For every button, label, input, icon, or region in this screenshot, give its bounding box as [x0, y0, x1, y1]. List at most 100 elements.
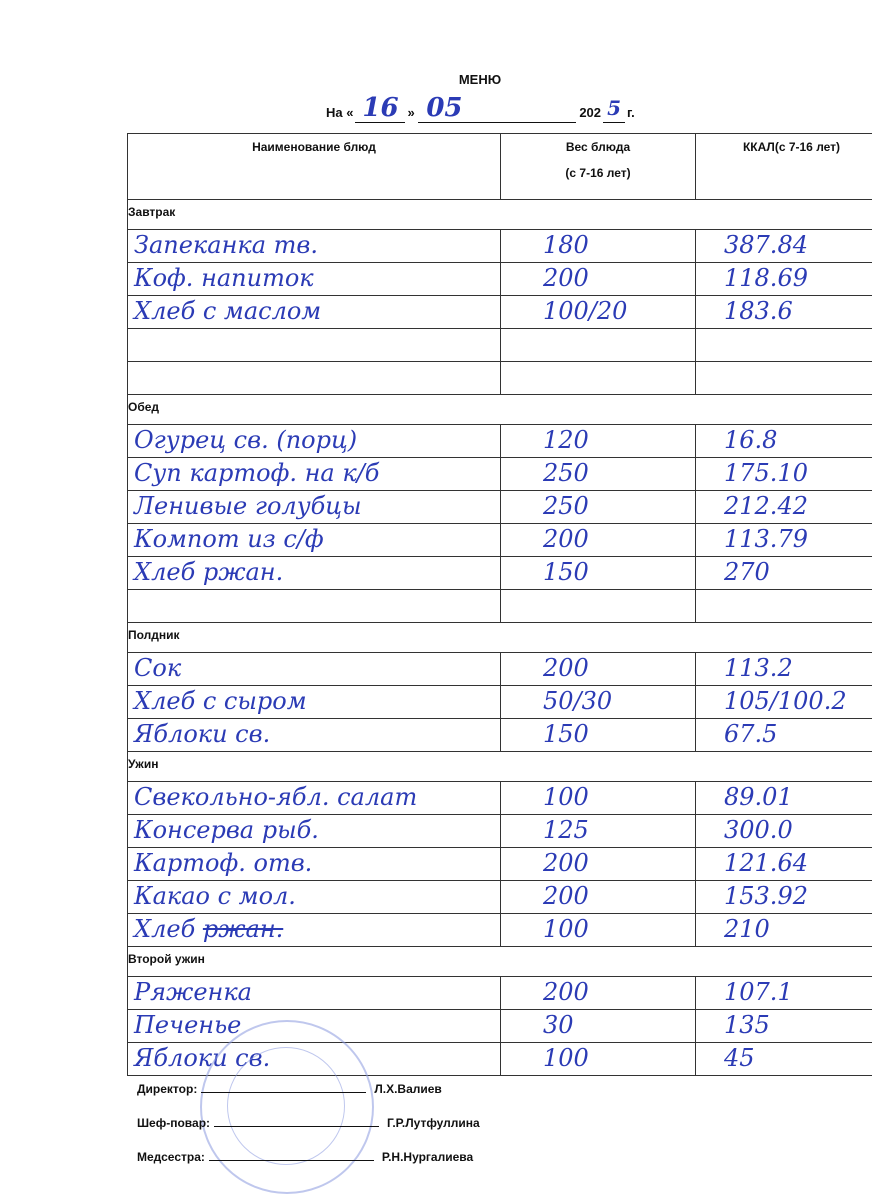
weight-header-line2: (с 7-16 лет)	[565, 166, 631, 180]
signature-blank	[214, 1126, 380, 1127]
dish-name-text: Свекольно-ябл. салат	[134, 783, 418, 811]
dish-weight: 100	[501, 782, 696, 814]
dish-name: Хлеб с маслом	[128, 296, 501, 328]
table-row: Хлеб с маслом 100/20 183.6	[128, 296, 872, 329]
dish-name: Сок	[128, 653, 501, 685]
signature-line: Шеф-повар: Г.Р.Лутфуллина	[137, 1116, 480, 1130]
table-row: Консерва рыб. 125 300.0	[128, 815, 872, 848]
dish-kcal: 212.42	[696, 491, 872, 523]
dish-weight: 100	[501, 914, 696, 946]
section-header: Завтрак	[128, 200, 872, 230]
dish-name-text: Коф. напиток	[134, 264, 314, 292]
dish-name-text: Компот из с/ф	[134, 525, 324, 553]
table-row: Коф. напиток 200 118.69	[128, 263, 872, 296]
dish-kcal: 183.6	[696, 296, 872, 328]
table-row: Печенье 30 135	[128, 1010, 872, 1043]
date-year: 202	[579, 105, 602, 120]
dish-name: Печенье	[128, 1010, 501, 1042]
dish-kcal: 113.79	[696, 524, 872, 556]
dish-weight: 200	[501, 653, 696, 685]
dish-weight	[501, 362, 696, 394]
dish-weight: 100/20	[501, 296, 696, 328]
signature-name: Л.Х.Валиев	[374, 1082, 442, 1096]
dish-weight: 50/30	[501, 686, 696, 718]
dish-kcal: 135	[696, 1010, 872, 1042]
dish-name-text: Печенье	[134, 1011, 242, 1039]
dish-name: Свекольно-ябл. салат	[128, 782, 501, 814]
table-row	[128, 590, 872, 623]
dish-weight: 100	[501, 1043, 696, 1075]
table-row: Хлеб с сыром 50/30 105/100.2	[128, 686, 872, 719]
dish-name: Ряженка	[128, 977, 501, 1009]
signature-blank	[201, 1092, 367, 1093]
signature-role: Шеф-повар:	[137, 1116, 211, 1130]
date-mid: »	[407, 105, 415, 120]
table-row: Огурец св. (порц) 120 16.8	[128, 425, 872, 458]
dish-weight: 150	[501, 557, 696, 589]
official-stamp	[200, 1020, 374, 1194]
dish-kcal: 300.0	[696, 815, 872, 847]
dish-name: Хлеб ржан.	[128, 557, 501, 589]
date-month: 05	[418, 94, 577, 123]
date-line: На «16» 05 202 5 г.	[326, 94, 635, 123]
dish-kcal	[696, 362, 872, 394]
page-title: МЕНЮ	[458, 72, 502, 87]
dish-name-text: Какао с мол.	[134, 882, 296, 910]
table-row: Свекольно-ябл. салат 100 89.01	[128, 782, 872, 815]
column-header-name: Наименование блюд	[128, 134, 501, 199]
dish-weight: 125	[501, 815, 696, 847]
dish-weight: 200	[501, 881, 696, 913]
date-year-digit: 5	[603, 94, 626, 123]
dish-kcal: 105/100.2	[696, 686, 872, 718]
dish-kcal: 45	[696, 1043, 872, 1075]
table-row: Картоф. отв. 200 121.64	[128, 848, 872, 881]
dish-name: Компот из с/ф	[128, 524, 501, 556]
dish-name-text: Суп картоф. на к/б	[134, 459, 380, 487]
dish-name	[128, 362, 501, 394]
section-header: Полдник	[128, 623, 872, 653]
dish-weight: 150	[501, 719, 696, 751]
dish-kcal: 118.69	[696, 263, 872, 295]
dish-name: Хлеб с сыром	[128, 686, 501, 718]
dish-name-text: Хлеб	[134, 915, 196, 943]
menu-table: Наименование блюд Вес блюда (с 7-16 лет) …	[127, 133, 872, 1076]
signature-name: Г.Р.Лутфуллина	[387, 1116, 480, 1130]
signature-name: Р.Н.Нургалиева	[381, 1150, 474, 1164]
signature-role: Медсестра:	[137, 1150, 205, 1164]
column-header-kcal: ККАЛ(с 7-16 лет)	[696, 134, 872, 199]
dish-kcal	[696, 329, 872, 361]
date-suffix: г.	[627, 105, 635, 120]
dish-name: Какао с мол.	[128, 881, 501, 913]
dish-name-text: Сок	[134, 654, 182, 682]
table-row: Ряженка 200 107.1	[128, 977, 872, 1010]
dish-name-text: Огурец св. (порц)	[134, 426, 358, 454]
dish-name-text: Яблоки св.	[134, 720, 271, 748]
section-header: Второй ужин	[128, 947, 872, 977]
dish-name-text: Хлеб с сыром	[134, 687, 307, 715]
dish-name-text: Хлеб с маслом	[134, 297, 322, 325]
date-prefix: На «	[326, 105, 354, 120]
dish-name: Консерва рыб.	[128, 815, 501, 847]
dish-kcal: 16.8	[696, 425, 872, 457]
signature-line: Медсестра: Р.Н.Нургалиева	[137, 1150, 473, 1164]
dish-kcal: 121.64	[696, 848, 872, 880]
dish-kcal: 387.84	[696, 230, 872, 262]
table-row: Яблоки св. 150 67.5	[128, 719, 872, 752]
dish-name: Коф. напиток	[128, 263, 501, 295]
dish-weight: 250	[501, 458, 696, 490]
dish-weight: 200	[501, 524, 696, 556]
dish-name-struck: ржан.	[202, 915, 284, 943]
section-header: Ужин	[128, 752, 872, 782]
dish-name-text: Ряженка	[134, 978, 252, 1006]
dish-name: Ленивые голубцы	[128, 491, 501, 523]
table-row: Суп картоф. на к/б 250 175.10	[128, 458, 872, 491]
dish-kcal: 67.5	[696, 719, 872, 751]
dish-kcal: 270	[696, 557, 872, 589]
dish-name: Хлеб ржан.	[128, 914, 501, 946]
section-header: Обед	[128, 395, 872, 425]
signature-blank	[208, 1160, 374, 1161]
dish-weight: 120	[501, 425, 696, 457]
dish-name-text: Хлеб ржан.	[134, 558, 284, 586]
table-row: Какао с мол. 200 153.92	[128, 881, 872, 914]
